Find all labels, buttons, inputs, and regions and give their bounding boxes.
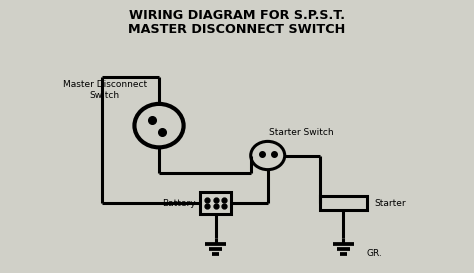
Text: Battery: Battery [162, 198, 196, 207]
Text: Master Disconnect
Switch: Master Disconnect Switch [63, 81, 147, 100]
Bar [319, 196, 367, 210]
Text: MASTER DISCONNECT SWITCH: MASTER DISCONNECT SWITCH [128, 23, 346, 36]
Text: GR.: GR. [367, 249, 383, 258]
Text: Starter: Starter [374, 198, 406, 207]
Text: Starter Switch: Starter Switch [269, 128, 334, 137]
Bar [201, 192, 231, 214]
Text: WIRING DIAGRAM FOR S.P.S.T.: WIRING DIAGRAM FOR S.P.S.T. [129, 9, 345, 22]
